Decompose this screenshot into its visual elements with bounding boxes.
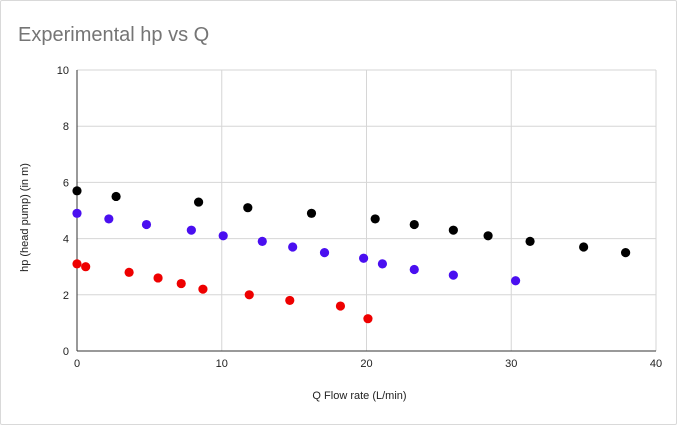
x-tick-label-30: 30 bbox=[505, 358, 517, 370]
x-tick-label-0: 0 bbox=[74, 358, 80, 370]
data-point bbox=[579, 242, 589, 252]
x-tick-label-10: 10 bbox=[216, 358, 228, 370]
data-point bbox=[218, 231, 228, 241]
data-point bbox=[244, 290, 254, 300]
y-tick-label-0: 0 bbox=[63, 346, 69, 358]
data-point bbox=[257, 236, 267, 247]
gridlines bbox=[77, 69, 657, 351]
tick-labels: 0 2 4 6 8 10 0 10 20 30 40 bbox=[57, 65, 662, 370]
data-point bbox=[510, 276, 521, 286]
chart-title: Experimental hp vs Q bbox=[18, 24, 210, 46]
data-point bbox=[124, 267, 134, 277]
data-point bbox=[409, 219, 419, 230]
y-tick-label-8: 8 bbox=[63, 121, 69, 133]
data-point bbox=[363, 314, 373, 324]
data-point bbox=[448, 270, 458, 280]
y-tick-label-2: 2 bbox=[63, 290, 69, 302]
y-tick-label-4: 4 bbox=[63, 234, 69, 246]
data-point bbox=[359, 253, 369, 263]
data-point bbox=[193, 197, 204, 207]
data-point bbox=[111, 191, 121, 202]
data-point bbox=[288, 242, 298, 252]
data-point bbox=[370, 214, 380, 224]
data-point bbox=[72, 208, 82, 218]
series-black-series bbox=[72, 186, 631, 258]
data-point bbox=[186, 225, 196, 235]
data-point bbox=[335, 301, 346, 311]
series-blue-series bbox=[72, 208, 521, 286]
y-tick-label-10: 10 bbox=[57, 65, 69, 77]
x-tick-label-40: 40 bbox=[650, 358, 662, 370]
data-point bbox=[483, 231, 493, 241]
data-point bbox=[81, 262, 91, 272]
data-point bbox=[72, 186, 82, 196]
data-point bbox=[176, 278, 186, 289]
data-point bbox=[409, 264, 419, 275]
series-red-series bbox=[72, 259, 373, 324]
data-point bbox=[448, 225, 458, 235]
data-point bbox=[319, 248, 330, 258]
data-point bbox=[243, 203, 253, 213]
data-point bbox=[198, 284, 208, 294]
y-axis-title: hp (head pump) (in m) bbox=[19, 163, 31, 272]
data-point bbox=[72, 259, 82, 269]
data-points bbox=[72, 186, 631, 324]
x-axis-title: Q Flow rate (L/min) bbox=[312, 390, 406, 402]
y-tick-label-6: 6 bbox=[63, 177, 69, 189]
data-point bbox=[377, 259, 388, 269]
data-point bbox=[141, 219, 152, 230]
data-point bbox=[525, 236, 535, 247]
data-point bbox=[621, 248, 631, 258]
data-point bbox=[306, 208, 317, 218]
data-point bbox=[285, 295, 295, 306]
x-tick-label-20: 20 bbox=[360, 358, 372, 370]
data-point bbox=[153, 273, 163, 283]
data-point bbox=[104, 214, 114, 224]
